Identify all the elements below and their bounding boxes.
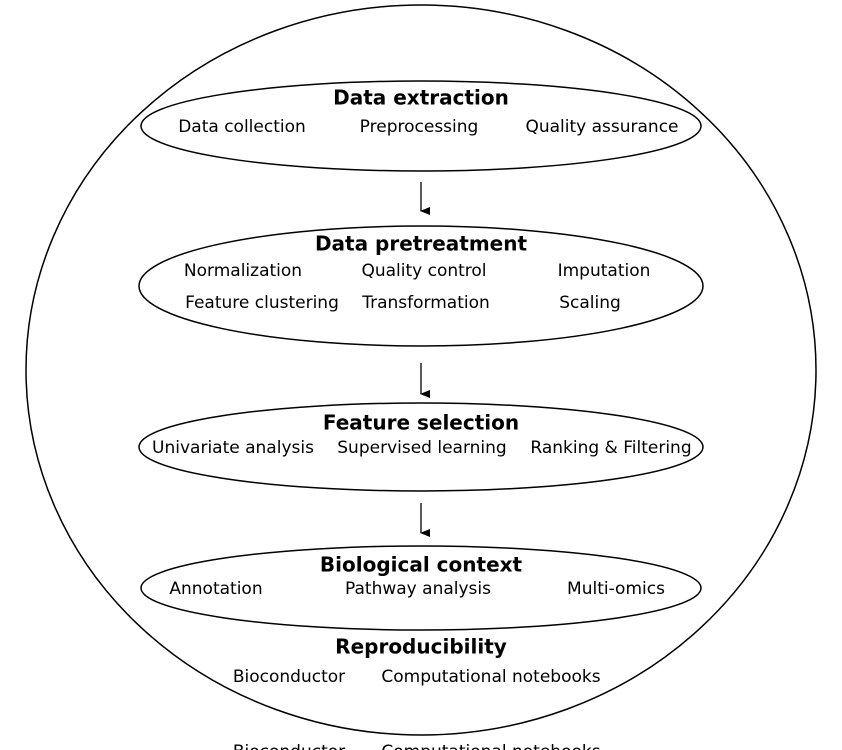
stage-item: Scaling [559,293,621,313]
stage-item: Imputation [558,261,651,281]
stage-item: Transformation [361,293,490,313]
stage-title: Feature selection [323,411,519,435]
stage-ellipse [140,80,702,172]
stage-item: Ranking & Filtering [530,438,691,458]
stage-item: Annotation [169,579,262,599]
section-item: Bioconductor [233,667,345,687]
section-title: Reproducibility [335,635,507,659]
stage-item: Pathway analysis [345,579,491,599]
footer-item: Computational notebooks [381,742,600,750]
stage-item: Multi-omics [567,579,665,599]
stage-item: Quality assurance [525,117,678,137]
stage-ellipse [140,545,702,631]
stage-item: Supervised learning [337,438,506,458]
stage-item: Normalization [184,261,302,281]
stage-item: Preprocessing [360,117,479,137]
section-item: Computational notebooks [381,667,600,687]
stage-item: Data collection [178,117,306,137]
stage-title: Biological context [320,553,523,577]
stage-title: Data extraction [333,86,509,110]
stage-item: Univariate analysis [152,438,314,458]
outer-circle [25,4,817,736]
stage-ellipse [138,402,704,492]
stage-ellipse [138,225,704,347]
stage-item: Feature clustering [185,293,339,313]
stage-item: Quality control [361,261,486,281]
stage-title: Data pretreatment [315,232,528,256]
footer-item: Bioconductor [233,742,345,750]
